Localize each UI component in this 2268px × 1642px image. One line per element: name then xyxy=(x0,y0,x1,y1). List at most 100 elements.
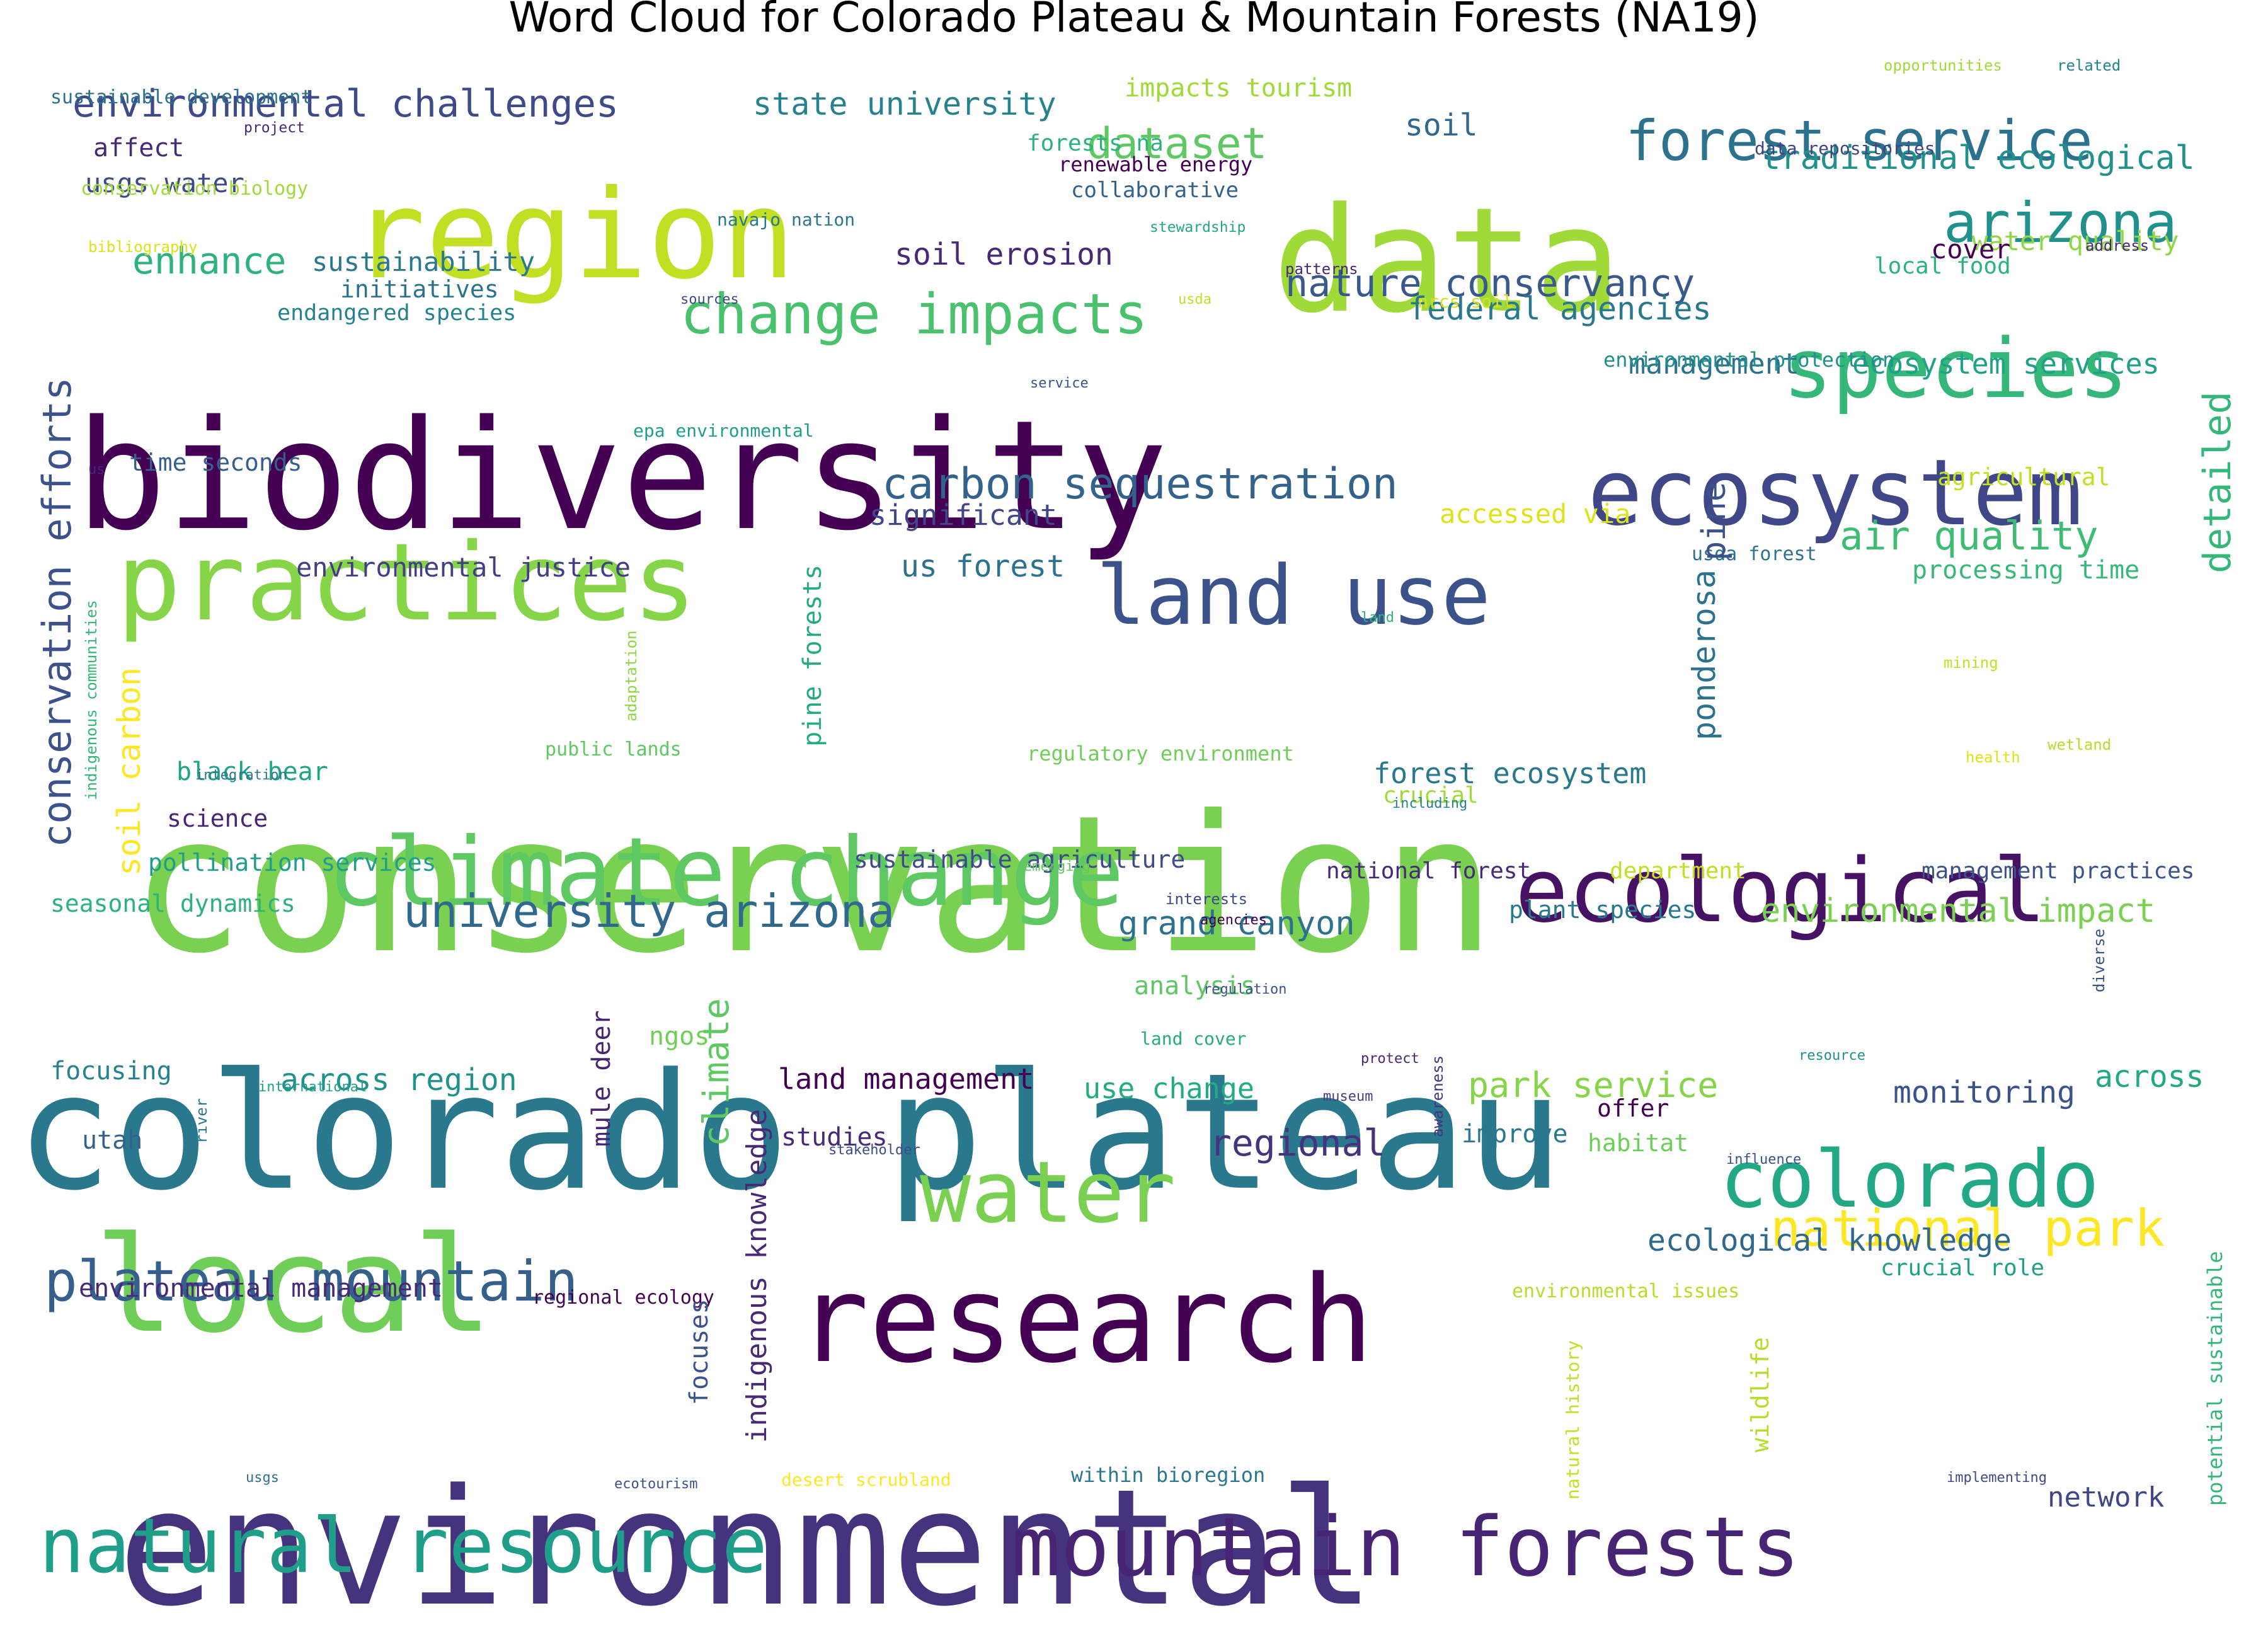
word-park-service: park service xyxy=(1468,1065,1719,1105)
word-traditional-ecological: traditional ecological xyxy=(1761,139,2195,177)
word-environmental-impact: environmental impact xyxy=(1761,892,2156,930)
word-interests: interests xyxy=(1166,890,1248,908)
word-time-seconds: time seconds xyxy=(129,449,302,476)
word-region: region xyxy=(352,163,796,306)
word-dataset: dataset xyxy=(1087,119,1268,169)
word-management-practices: management practices xyxy=(1922,858,2195,884)
word-regulation: regulation xyxy=(1203,982,1287,997)
word-ecological-knowledge: ecological knowledge xyxy=(1647,1223,2012,1258)
word-resource: resource xyxy=(1799,1048,1865,1064)
word-public-lands: public lands xyxy=(545,738,682,761)
word-including: including xyxy=(1392,796,1468,812)
word-mountain-forests: mountain forests xyxy=(1011,1499,1801,1595)
word-biodiversity: biodiversity xyxy=(76,388,1168,564)
word-regional: regional xyxy=(1210,1122,1386,1164)
word-us: us xyxy=(88,462,105,478)
word-museum: museum xyxy=(1323,1089,1373,1105)
word-environmental-management: environmental management xyxy=(79,1274,443,1303)
word-influence: influence xyxy=(1726,1152,1802,1168)
word-air-quality: air quality xyxy=(1840,513,2099,559)
word-usgs: usgs xyxy=(246,1470,279,1486)
word-species: species xyxy=(1783,321,2128,416)
word-diverse: diverse xyxy=(2090,928,2108,992)
word-conservation: conservation xyxy=(130,775,1496,995)
word-arizona: arizona xyxy=(1944,190,2177,255)
word-data-repositories: data repositories xyxy=(1755,138,1935,159)
word-plant-species: plant species xyxy=(1509,896,1697,924)
word-improve: improve xyxy=(1462,1120,1568,1149)
word-land-management: land management xyxy=(778,1062,1034,1096)
word-pine: pine xyxy=(1695,481,1733,561)
word-nature-conservancy: nature conservancy xyxy=(1285,261,1695,306)
word-wetland: wetland xyxy=(2048,736,2112,754)
word-bibliography: bibliography xyxy=(88,238,198,256)
word-change-impacts: change impacts xyxy=(680,282,1148,347)
word-black-bear: black bear xyxy=(176,757,328,786)
word-grand-canyon: grand canyon xyxy=(1118,905,1355,943)
word-implementing: implementing xyxy=(1947,1470,2047,1486)
word-land-use: land use xyxy=(1096,548,1491,643)
word-studies: studies xyxy=(781,1123,888,1152)
word-within-bioregion: within bioregion xyxy=(1071,1463,1266,1487)
word-sustainability: sustainability xyxy=(312,246,536,277)
word-ponderosa: ponderosa xyxy=(1686,570,1722,740)
word-habitat: habitat xyxy=(1588,1129,1689,1157)
word-epa-environmental: epa environmental xyxy=(633,420,814,441)
word-management: management xyxy=(1629,347,1799,381)
word-service: service xyxy=(1030,376,1089,391)
word-significant: significant xyxy=(869,498,1058,532)
word-river: river xyxy=(193,1098,210,1144)
word-indigenous-knowledge: indigenous knowledge xyxy=(741,1109,773,1443)
word-sustainable-agriculture: sustainable agriculture xyxy=(854,846,1186,873)
word-forests-na: forests na xyxy=(1027,130,1164,156)
word-forest-service: forest service xyxy=(1625,108,2093,173)
word-nrcs-soil: nrcs soil xyxy=(1418,291,1513,312)
word-cloud: conservation environmental biodiversity col… xyxy=(16,58,2240,1629)
word-desert-scrubland: desert scrubland xyxy=(781,1469,951,1490)
word-mule-deer: mule deer xyxy=(587,1010,616,1147)
word-agencies: agencies xyxy=(1200,912,1267,928)
word-carbon-sequestration: carbon sequestration xyxy=(882,459,1398,509)
word-ecotourism: ecotourism xyxy=(614,1476,698,1492)
word-integration: integration xyxy=(195,767,287,783)
word-data: data xyxy=(1273,177,1622,345)
word-potential-sustainable: potential sustainable xyxy=(2203,1251,2227,1506)
word-practices: practices xyxy=(117,520,697,645)
word-navajo-nation: navajo nation xyxy=(717,209,856,230)
word-cover: cover xyxy=(1931,234,2011,265)
word-local-food: local food xyxy=(1874,253,2011,279)
word-endangered-species: endangered species xyxy=(277,301,517,326)
word-land: land xyxy=(1361,610,1394,626)
word-federal-agencies: federal agencies xyxy=(1408,290,1712,327)
word-enhance: enhance xyxy=(132,239,287,282)
word-address: address xyxy=(2085,237,2150,255)
word-seasonal-dynamics: seasonal dynamics xyxy=(50,890,295,917)
word-colorado: colorado xyxy=(1720,1134,2100,1226)
word-climate: climate xyxy=(696,997,737,1147)
word-collaborative: collaborative xyxy=(1071,178,1239,203)
word-environmental-justice: environmental justice xyxy=(296,552,631,583)
word-regional-ecology: regional ecology xyxy=(532,1287,714,1309)
word-indigenous-communities: indigenous communities xyxy=(83,600,100,800)
word-land-cover: land cover xyxy=(1140,1028,1247,1049)
word-soil-erosion: soil erosion xyxy=(895,237,1113,272)
word-stakeholder: stakeholder xyxy=(828,1142,920,1158)
word-monitoring: monitoring xyxy=(1893,1075,2075,1110)
word-national-forest: national forest xyxy=(1326,858,1532,884)
word-focuses: focuses xyxy=(685,1299,714,1405)
word-us-forest: us forest xyxy=(901,549,1065,584)
word-stewardship: stewardship xyxy=(1150,219,1246,236)
word-ngos: ngos xyxy=(649,1022,710,1051)
word-pollination-services: pollination services xyxy=(148,849,437,876)
word-wildlife: wildlife xyxy=(1746,1336,1774,1452)
word-environmental-protection: environmental protection xyxy=(1603,348,1895,372)
word-colorado-plateau: colorado plateau xyxy=(16,1039,1564,1226)
word-environmental-issues: environmental issues xyxy=(1512,1280,1740,1302)
word-sources: sources xyxy=(680,292,739,307)
word-usda-forest: usda forest xyxy=(1692,543,1817,565)
word-local: local xyxy=(94,1208,493,1362)
word-regulatory-environment: regulatory environment xyxy=(1027,742,1294,766)
word-research: research xyxy=(797,1250,1374,1389)
word-climate-change: climate change xyxy=(328,818,1125,927)
word-soil: soil xyxy=(1405,108,1478,143)
